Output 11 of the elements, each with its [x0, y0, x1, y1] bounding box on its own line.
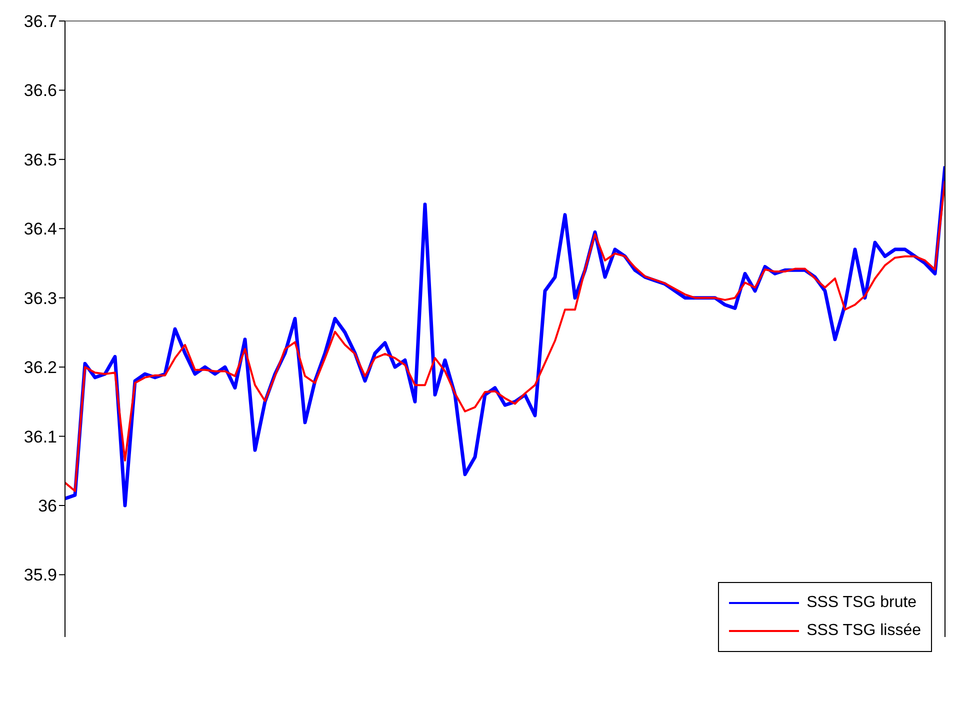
y-tick-label: 36.4: [24, 220, 57, 239]
y-tick-label: 36.5: [24, 150, 57, 170]
y-tick-label: 35.9: [24, 566, 57, 585]
y-tick-label: 36.2: [24, 358, 57, 378]
legend-label: SSS TSG lissée: [806, 622, 921, 640]
y-tick-label: 36.1: [24, 427, 57, 446]
y-tick-label: 36.6: [24, 81, 57, 100]
y-tick-label: 36.3: [24, 288, 57, 308]
y-tick-label: 36: [38, 496, 57, 516]
y-tick-label: 36.7: [24, 12, 57, 32]
legend-label: SSS TSG brute: [806, 594, 917, 612]
